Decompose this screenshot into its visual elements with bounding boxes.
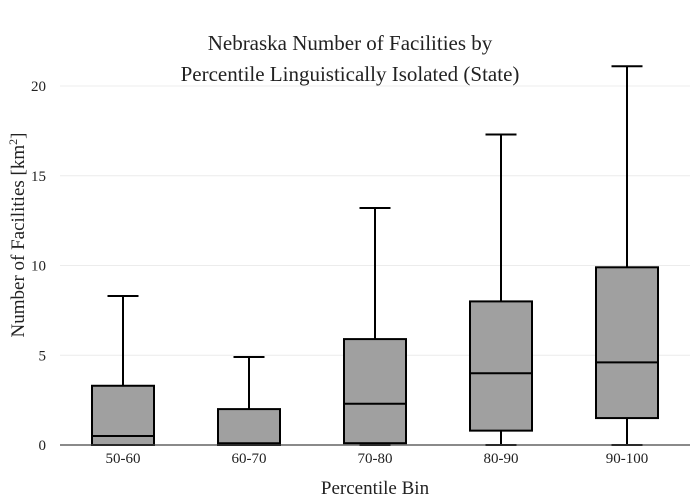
x-tick-label: 70-80 [358, 451, 393, 467]
y-tick-label: 15 [31, 169, 46, 185]
x-tick-labels: 50-60 60-70 70-80 80-90 90-100 [106, 451, 649, 467]
chart-title-line-2: Percentile Linguistically Isolated (Stat… [181, 62, 520, 86]
y-tick-label: 20 [31, 79, 46, 95]
box-series [91, 65, 659, 447]
box-60-70 [217, 356, 281, 447]
y-tick-label: 0 [39, 438, 47, 454]
box-iqr [343, 338, 407, 445]
y-axis-label-superscript: 2 [6, 139, 20, 145]
x-tick-label: 50-60 [106, 451, 141, 467]
box-50-60 [91, 295, 155, 447]
y-axis-label: Number of Facilities [km2] [6, 133, 29, 338]
y-axis-label-end: ] [8, 133, 29, 139]
x-axis-label: Percentile Bin [321, 478, 430, 499]
chart-title-line-1: Nebraska Number of Facilities by [208, 31, 493, 55]
box-70-80 [343, 207, 407, 446]
box-80-90 [469, 133, 533, 446]
box-iqr [469, 300, 533, 432]
x-tick-label: 90-100 [606, 451, 649, 467]
box-iqr [595, 266, 659, 420]
x-tick-label: 60-70 [232, 451, 267, 467]
box-90-100 [595, 65, 659, 446]
y-tick-label: 10 [31, 259, 46, 275]
box-iqr [217, 408, 281, 447]
y-axis-label-main: Number of Facilities [km [8, 145, 29, 338]
y-tick-label: 5 [39, 348, 47, 364]
y-tick-labels: 0 5 10 15 20 [31, 79, 46, 454]
x-tick-label: 80-90 [484, 451, 519, 467]
